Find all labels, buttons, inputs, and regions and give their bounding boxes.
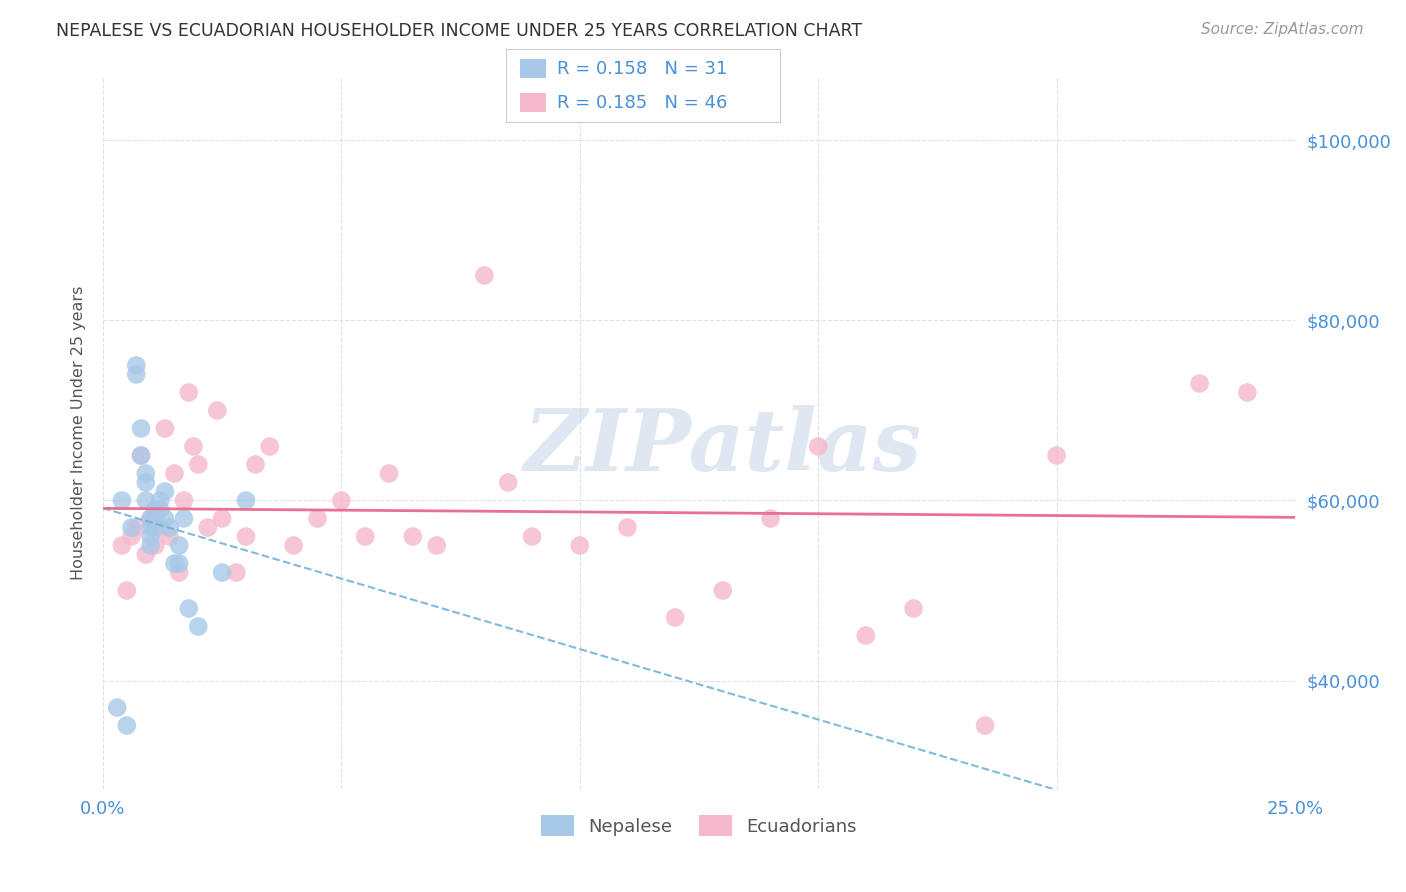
Point [135,493,157,508]
Point [153,511,176,525]
Point [759,511,782,525]
Point [139,511,162,525]
Point [855,628,877,642]
Point [163,467,186,481]
Point [173,511,195,525]
Point [143,502,166,516]
Point [139,520,162,534]
Point [211,566,233,580]
Point [153,484,176,499]
Point [167,557,190,571]
Point [135,467,157,481]
Point [903,601,925,615]
Point [149,493,172,508]
Point [245,458,267,472]
Point [139,511,162,525]
Point [135,548,157,562]
Point [235,529,257,543]
Point [115,718,138,732]
Point [330,493,353,508]
Point [474,268,496,283]
Point [159,520,181,534]
Point [115,583,138,598]
Text: R = 0.185   N = 46: R = 0.185 N = 46 [557,94,727,112]
Y-axis label: Householder Income Under 25 years: Householder Income Under 25 years [72,285,86,580]
Point [183,440,205,454]
Point [129,421,152,435]
Point [426,539,449,553]
Text: NEPALESE VS ECUADORIAN HOUSEHOLDER INCOME UNDER 25 YEARS CORRELATION CHART: NEPALESE VS ECUADORIAN HOUSEHOLDER INCOM… [56,22,862,40]
Point [520,529,543,543]
Point [807,440,830,454]
Point [111,493,134,508]
Point [225,566,247,580]
Point [149,520,172,534]
Point [167,539,190,553]
Point [207,403,229,417]
Point [187,619,209,633]
Point [259,440,281,454]
Point [974,718,997,732]
Point [378,467,401,481]
Point [616,520,638,534]
Point [149,502,172,516]
Point [283,539,305,553]
Text: Source: ZipAtlas.com: Source: ZipAtlas.com [1201,22,1364,37]
Point [121,520,143,534]
Point [129,449,152,463]
Point [163,557,186,571]
Point [121,529,143,543]
Point [143,520,166,534]
Point [711,583,734,598]
Point [143,511,166,525]
Point [135,475,157,490]
Point [354,529,377,543]
Point [664,610,686,624]
Point [235,493,257,508]
Point [129,449,152,463]
Point [568,539,591,553]
Point [307,511,329,525]
Point [159,529,181,543]
Point [153,421,176,435]
Point [197,520,219,534]
Point [1045,449,1067,463]
Point [496,475,519,490]
Point [143,539,166,553]
Point [125,368,148,382]
Point [125,359,148,373]
Point [105,700,128,714]
Point [1188,376,1211,391]
Point [177,385,200,400]
Point [125,520,148,534]
Point [111,539,134,553]
Legend: Nepalese, Ecuadorians: Nepalese, Ecuadorians [534,808,863,844]
Point [1236,385,1258,400]
Text: R = 0.158   N = 31: R = 0.158 N = 31 [557,60,727,78]
Point [177,601,200,615]
Point [173,493,195,508]
Point [211,511,233,525]
Point [139,529,162,543]
Point [139,539,162,553]
Point [187,458,209,472]
Point [167,566,190,580]
Point [402,529,425,543]
Text: ZIPatlas: ZIPatlas [524,406,922,489]
